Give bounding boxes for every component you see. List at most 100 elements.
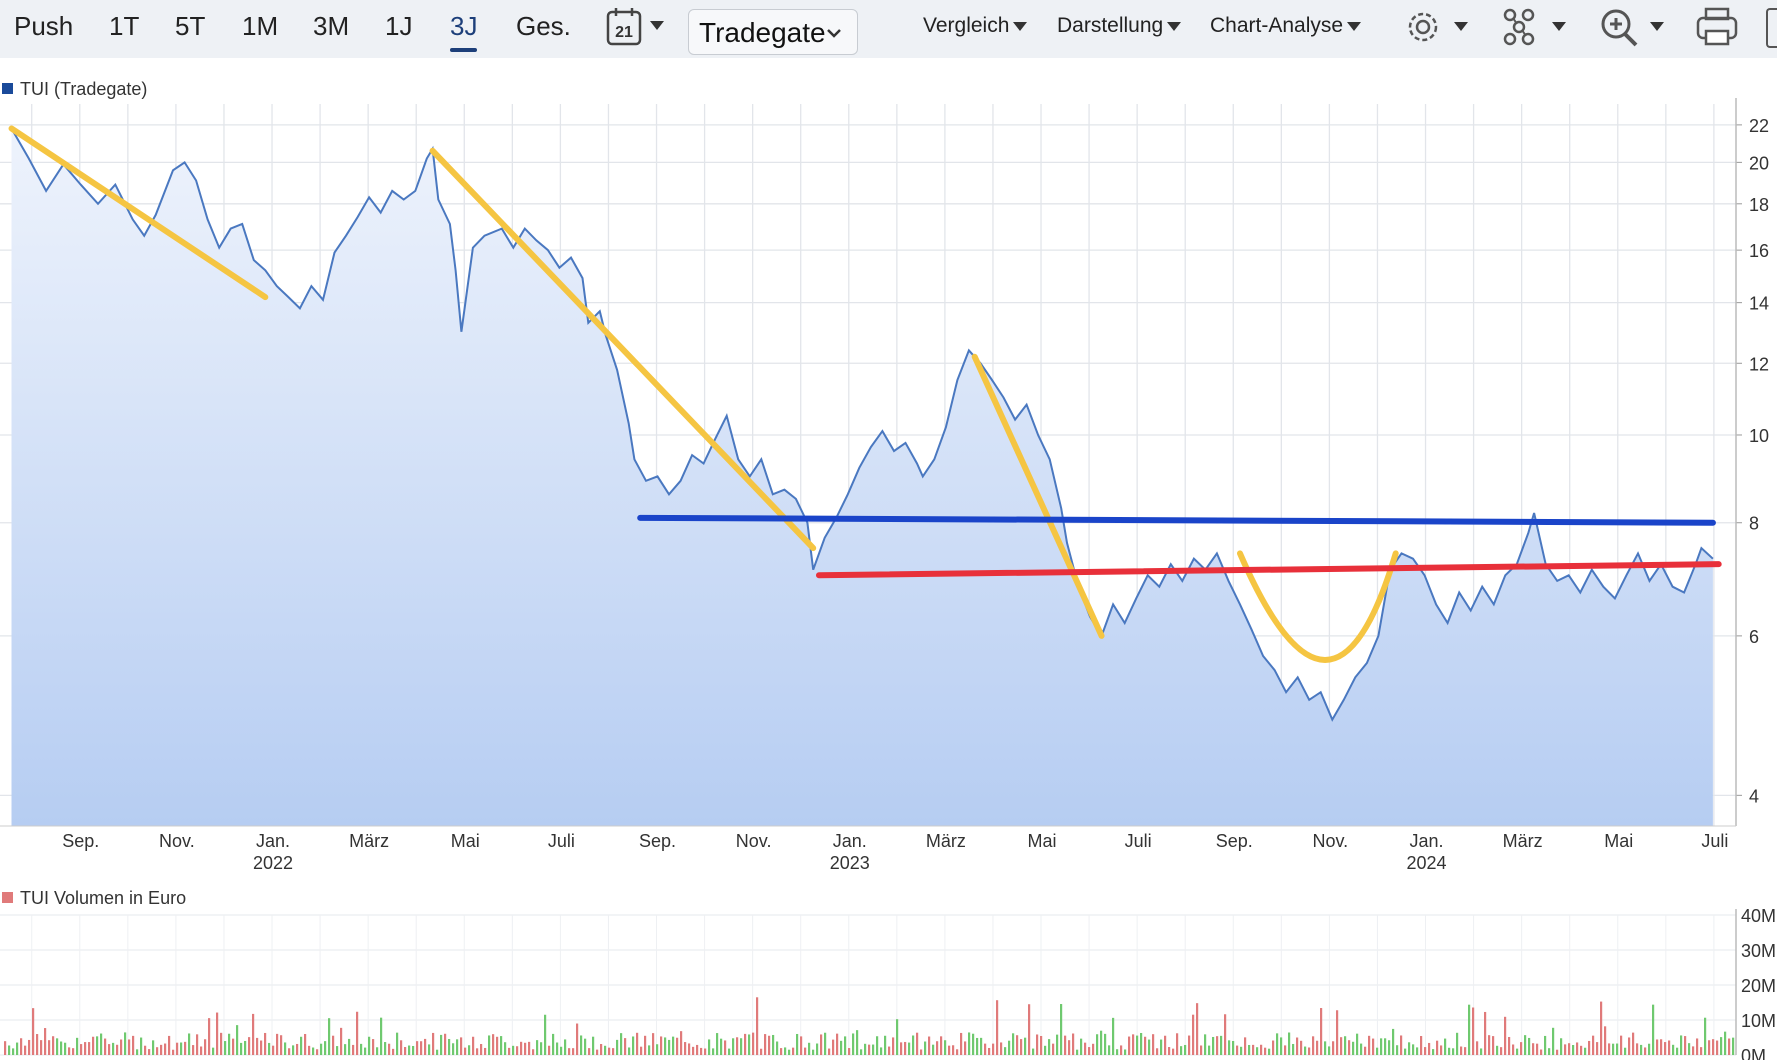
- volume-bar: [1172, 1048, 1175, 1055]
- volume-bar: [1220, 1035, 1223, 1055]
- date-picker-button[interactable]: 21: [606, 4, 670, 50]
- volume-bar: [696, 1044, 699, 1055]
- volume-bar: [704, 1048, 707, 1055]
- volume-bar: [1604, 1026, 1607, 1055]
- period-push-tab[interactable]: Push: [14, 11, 74, 41]
- volume-bar: [80, 1044, 83, 1055]
- volume-bar: [1156, 1048, 1159, 1055]
- price-chart[interactable]: 22 20 18 16 14 12 10 8 6 4 Sep. Nov. Jan. März Mai Juli…: [0, 58, 1777, 1060]
- volume-bar: [1144, 1036, 1147, 1055]
- volume-bar: [1716, 1040, 1719, 1055]
- volume-bar: [1212, 1036, 1215, 1055]
- volume-bar: [1048, 1039, 1051, 1055]
- chart-analyse-label: Chart-Analyse: [1210, 14, 1344, 37]
- volume-bar: [756, 997, 759, 1055]
- volume-bar: [364, 1047, 367, 1055]
- red-support-line: [815, 561, 1722, 579]
- volume-bar: [132, 1035, 135, 1055]
- volume-bar: [1668, 1040, 1671, 1055]
- vergleich-menu[interactable]: Vergleich: [923, 0, 1028, 52]
- settings-icon: [1408, 12, 1468, 42]
- volume-bar: [820, 1034, 823, 1055]
- volume-bar: [264, 1032, 267, 1055]
- darstellung-menu[interactable]: Darstellung: [1057, 0, 1182, 52]
- period-1j-tab[interactable]: 1J: [385, 11, 413, 41]
- volume-bar: [16, 1042, 19, 1055]
- volume-bar: [432, 1032, 435, 1055]
- volume-bar: [1524, 1035, 1527, 1055]
- indicators-button[interactable]: [1500, 4, 1570, 50]
- volume-bar: [68, 1047, 71, 1055]
- volume-bar: [1608, 1043, 1611, 1055]
- volume-bar: [204, 1039, 207, 1055]
- volume-bar: [932, 1044, 935, 1055]
- volume-bar: [1384, 1038, 1387, 1055]
- exchange-select[interactable]: Tradegate: [688, 9, 858, 55]
- period-3m-tab[interactable]: 3M: [313, 11, 350, 41]
- volume-bar: [256, 1037, 259, 1055]
- volume-bar: [1268, 1048, 1271, 1055]
- volume-bar: [676, 1037, 679, 1055]
- volume-bar: [20, 1038, 23, 1055]
- volume-bar: [680, 1031, 683, 1055]
- volume-bar: [296, 1043, 299, 1055]
- volume-bar: [108, 1044, 111, 1055]
- period-ges-tab[interactable]: Ges.: [516, 11, 571, 41]
- volume-bar: [184, 1041, 187, 1055]
- volume-bar: [1652, 1004, 1655, 1055]
- caret-down-icon: [1167, 21, 1182, 31]
- volume-bar: [1468, 1004, 1471, 1055]
- volume-bar: [224, 1041, 227, 1055]
- volume-bar: [1064, 1035, 1067, 1055]
- volume-bar: [228, 1033, 231, 1055]
- volume-bar: [1444, 1038, 1447, 1055]
- volume-bar: [492, 1034, 495, 1055]
- volume-bar: [988, 1047, 991, 1055]
- y-tick-label: 18: [1749, 195, 1769, 215]
- volume-bar: [100, 1033, 103, 1055]
- print-button[interactable]: [1695, 4, 1741, 50]
- y-tick-label: 14: [1749, 294, 1769, 314]
- volume-bar: [540, 1042, 543, 1055]
- volume-bar: [944, 1040, 947, 1055]
- volume-bar: [1004, 1047, 1007, 1055]
- volume-bar: [388, 1043, 391, 1055]
- volume-bar: [1488, 1035, 1491, 1055]
- volume-bar: [744, 1033, 747, 1055]
- period-5t-tab[interactable]: 5T: [175, 11, 206, 41]
- volume-bar: [1016, 1035, 1019, 1055]
- volume-bar: [48, 1040, 51, 1055]
- period-1m-tab[interactable]: 1M: [242, 11, 279, 41]
- volume-bar: [984, 1043, 987, 1055]
- period-1t-tab[interactable]: 1T: [109, 11, 140, 41]
- price-legend: TUI (Tradegate): [2, 79, 147, 100]
- volume-bar: [1040, 1035, 1043, 1055]
- volume-bar: [52, 1036, 55, 1055]
- volume-bar: [368, 1036, 371, 1055]
- volume-bar: [800, 1036, 803, 1055]
- period-3j-tab[interactable]: 3J: [450, 0, 478, 52]
- more-icon[interactable]: [1766, 8, 1777, 48]
- settings-button[interactable]: [1402, 4, 1472, 50]
- volume-bar: [140, 1037, 143, 1055]
- volume-bar: [436, 1049, 439, 1055]
- volume-bar: [1700, 1047, 1703, 1055]
- volume-tick-label: 0M: [1741, 1046, 1766, 1060]
- volume-bar: [772, 1034, 775, 1055]
- volume-bar: [544, 1014, 547, 1055]
- volume-bar: [444, 1033, 447, 1055]
- volume-bar: [1676, 1047, 1679, 1055]
- volume-bar: [596, 1049, 599, 1055]
- volume-bar: [360, 1043, 363, 1055]
- volume-bar: [144, 1045, 147, 1055]
- volume-bar: [712, 1048, 715, 1055]
- zoom-button[interactable]: [1598, 4, 1668, 50]
- volume-bar: [1360, 1043, 1363, 1055]
- volume-bar: [1636, 1043, 1639, 1055]
- volume-bar: [1560, 1038, 1563, 1055]
- chart-analyse-menu[interactable]: Chart-Analyse: [1210, 0, 1362, 52]
- y-tick-label: 10: [1749, 426, 1769, 446]
- volume-bar: [700, 1047, 703, 1055]
- volume-bar: [912, 1035, 915, 1055]
- volume-bar: [1724, 1031, 1727, 1055]
